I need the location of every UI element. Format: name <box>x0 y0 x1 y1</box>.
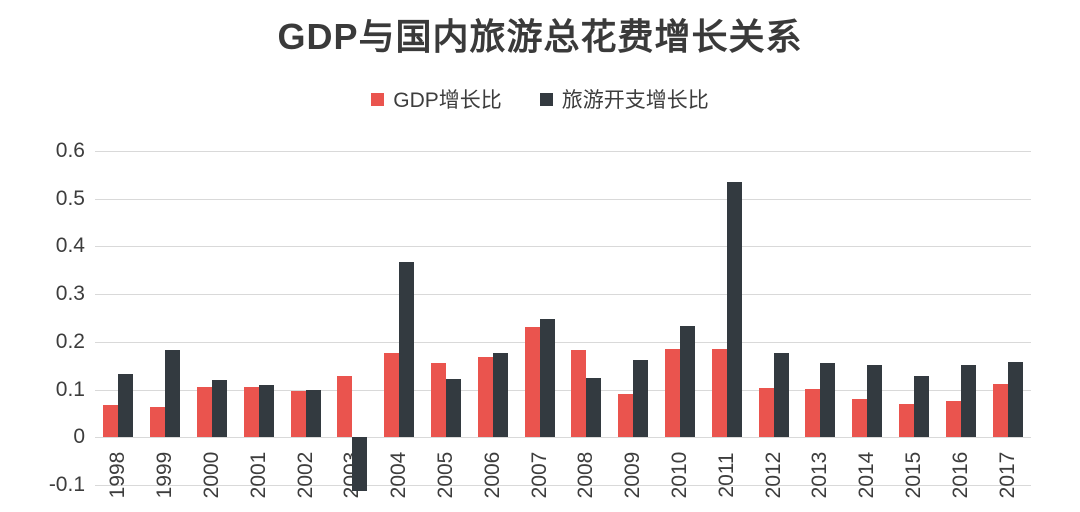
bar-group-2010 <box>665 151 695 485</box>
bar-series1-2001 <box>258 385 274 438</box>
gridline <box>95 294 1031 296</box>
bar-series0-2015 <box>899 403 914 438</box>
gridline <box>95 389 1031 391</box>
bar-series0-2008 <box>571 349 587 438</box>
bar-series0-2005 <box>431 363 446 438</box>
bar-series1-2014 <box>867 364 883 438</box>
bar-series1-2016 <box>960 365 976 438</box>
bar-series1-1999 <box>165 350 181 438</box>
bar-series0-2001 <box>243 387 259 438</box>
bar-series1-2005 <box>446 379 461 438</box>
bar-group-2003 <box>337 151 368 491</box>
bar-group-2016 <box>945 151 976 485</box>
y-tick-label: 0.4 <box>55 234 85 258</box>
bar-group-2009 <box>618 151 649 485</box>
y-tick-label: 0.6 <box>55 139 85 162</box>
bar-series1-2010 <box>680 325 695 438</box>
bar-series0-2003 <box>337 375 353 438</box>
bar-series0-2014 <box>852 398 868 438</box>
bar-group-1998 <box>103 151 134 485</box>
bar-group-2011 <box>711 151 742 485</box>
bar-series1-2011 <box>726 182 742 438</box>
bar-group-2001 <box>243 151 274 485</box>
bar-series1-2000 <box>212 379 227 438</box>
bar-series0-2004 <box>384 352 400 438</box>
chart-title: GDP与国内旅游总花费增长关系 <box>277 16 803 57</box>
bar-series0-2000 <box>197 386 212 438</box>
gridline <box>95 341 1031 343</box>
bar-series1-2013 <box>820 363 836 438</box>
y-tick-label: 0 <box>73 425 85 449</box>
y-tick-label: -0.1 <box>48 473 85 496</box>
gridline <box>95 437 1031 439</box>
bar-series1-2002 <box>305 389 321 438</box>
plot-area: 1998199920002001200220032004200520062007… <box>95 151 1031 498</box>
bar-group-2005 <box>431 151 461 485</box>
bar-series1-2008 <box>586 378 602 438</box>
bar-group-2014 <box>852 151 883 485</box>
bar-series0-2011 <box>711 349 727 438</box>
bar-group-2015 <box>899 151 929 485</box>
bar-series0-1999 <box>150 407 166 438</box>
bar-group-2007 <box>524 151 555 485</box>
gridline <box>95 198 1031 200</box>
y-axis: 0.6 0.5 0.4 0.3 0.2 0.1 0 -0.1 <box>0 139 85 496</box>
bar-group-2008 <box>571 151 602 485</box>
bar-series0-2010 <box>665 349 680 438</box>
y-tick-label: 0.5 <box>55 186 85 210</box>
bar-group-2013 <box>805 151 836 485</box>
bar-series1-2009 <box>633 359 649 438</box>
bar-series0-2013 <box>805 389 821 438</box>
bar-group-2012 <box>758 151 789 485</box>
bar-series0-2007 <box>524 327 540 438</box>
bar-group-1999 <box>150 151 181 485</box>
legend-swatch-tourism-icon <box>539 92 553 106</box>
bar-series1-2003 <box>352 437 368 491</box>
legend-item-gdp: GDP增长比 <box>371 84 502 114</box>
bar-series0-2012 <box>758 387 774 438</box>
legend-swatch-gdp-icon <box>371 92 385 106</box>
gridline <box>95 485 1031 486</box>
y-tick-label: 0.1 <box>55 377 85 401</box>
bar-series1-2006 <box>492 353 508 438</box>
legend-item-tourism: 旅游开支增长比 <box>539 84 709 114</box>
bar-series0-2009 <box>618 393 634 438</box>
bar-series1-1998 <box>118 374 134 438</box>
bar-series0-2016 <box>945 400 961 438</box>
bar-group-2002 <box>290 151 321 485</box>
legend-label-gdp: GDP增长比 <box>393 89 502 112</box>
gridline <box>95 151 1031 152</box>
bar-series0-2006 <box>477 356 493 438</box>
bar-group-2006 <box>477 151 508 485</box>
legend: GDP增长比 旅游开支增长比 <box>0 84 1080 114</box>
y-tick-label: 0.3 <box>55 282 85 306</box>
bar-series1-2012 <box>773 353 789 438</box>
legend-label-tourism: 旅游开支增长比 <box>561 89 709 112</box>
bar-series0-2002 <box>290 390 306 438</box>
bar-series1-2017 <box>1007 361 1023 438</box>
bar-series0-2017 <box>992 384 1008 438</box>
bar-series0-1998 <box>103 405 119 438</box>
gridline <box>95 246 1031 248</box>
bar-series1-2015 <box>914 376 929 438</box>
bar-series1-2004 <box>399 262 415 438</box>
bar-group-2004 <box>384 151 415 485</box>
bar-group-2000 <box>197 151 227 485</box>
bar-series1-2007 <box>539 319 555 438</box>
bar-group-2017 <box>992 151 1023 485</box>
y-tick-label: 0.2 <box>55 329 85 353</box>
